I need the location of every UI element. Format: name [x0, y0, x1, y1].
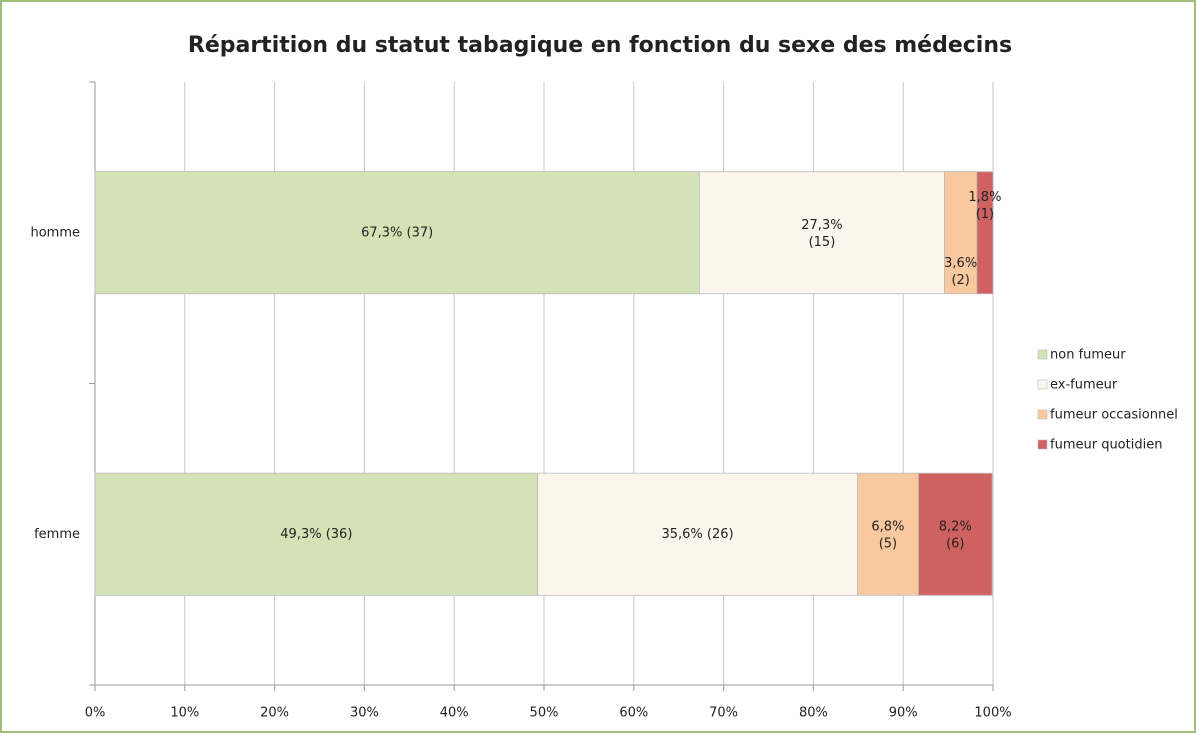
bar-segment — [918, 472, 993, 596]
data-label: 1,8% (1) — [968, 189, 1001, 221]
bar-segment — [94, 171, 700, 295]
x-tick-label: 50% — [530, 706, 559, 721]
bar-segment — [537, 472, 858, 596]
legend-swatch — [1037, 409, 1048, 420]
bar-segment — [857, 472, 919, 596]
y-tick-label: femme — [34, 527, 80, 542]
x-tick-label: 100% — [974, 706, 1011, 721]
x-tick-label: 90% — [889, 706, 918, 721]
x-tick-label: 80% — [799, 706, 828, 721]
legend-swatch — [1037, 349, 1048, 360]
bar-segment — [94, 472, 539, 596]
data-label: 3,6% (2) — [944, 255, 977, 287]
x-tick-label: 40% — [440, 706, 469, 721]
x-tick-label: 10% — [170, 706, 199, 721]
legend-label: fumeur quotidien — [1050, 438, 1162, 453]
x-tick-label: 60% — [619, 706, 648, 721]
data-label: 6,8% (5) — [871, 519, 904, 551]
bar-segment — [698, 171, 945, 295]
x-tick-label: 0% — [85, 706, 106, 721]
legend-label: ex-fumeur — [1050, 378, 1118, 393]
data-label: 35,6% (26) — [661, 527, 733, 542]
legend-label: non fumeur — [1050, 348, 1126, 363]
legend-swatch — [1037, 379, 1048, 390]
data-label: 49,3% (36) — [280, 527, 352, 542]
legend-label: fumeur occasionnel — [1050, 408, 1178, 423]
chart-title: Répartition du statut tabagique en fonct… — [188, 33, 1012, 58]
y-tick-label: homme — [30, 225, 80, 240]
data-label: 67,3% (37) — [361, 225, 433, 240]
x-tick-label: 70% — [709, 706, 738, 721]
x-tick-label: 20% — [260, 706, 289, 721]
bar-segment — [976, 171, 994, 295]
bar-segment — [944, 171, 978, 295]
data-label: 27,3% (15) — [801, 217, 842, 249]
x-tick-label: 30% — [350, 706, 379, 721]
legend-swatch — [1037, 439, 1048, 450]
data-label: 8,2% (6) — [939, 519, 972, 551]
